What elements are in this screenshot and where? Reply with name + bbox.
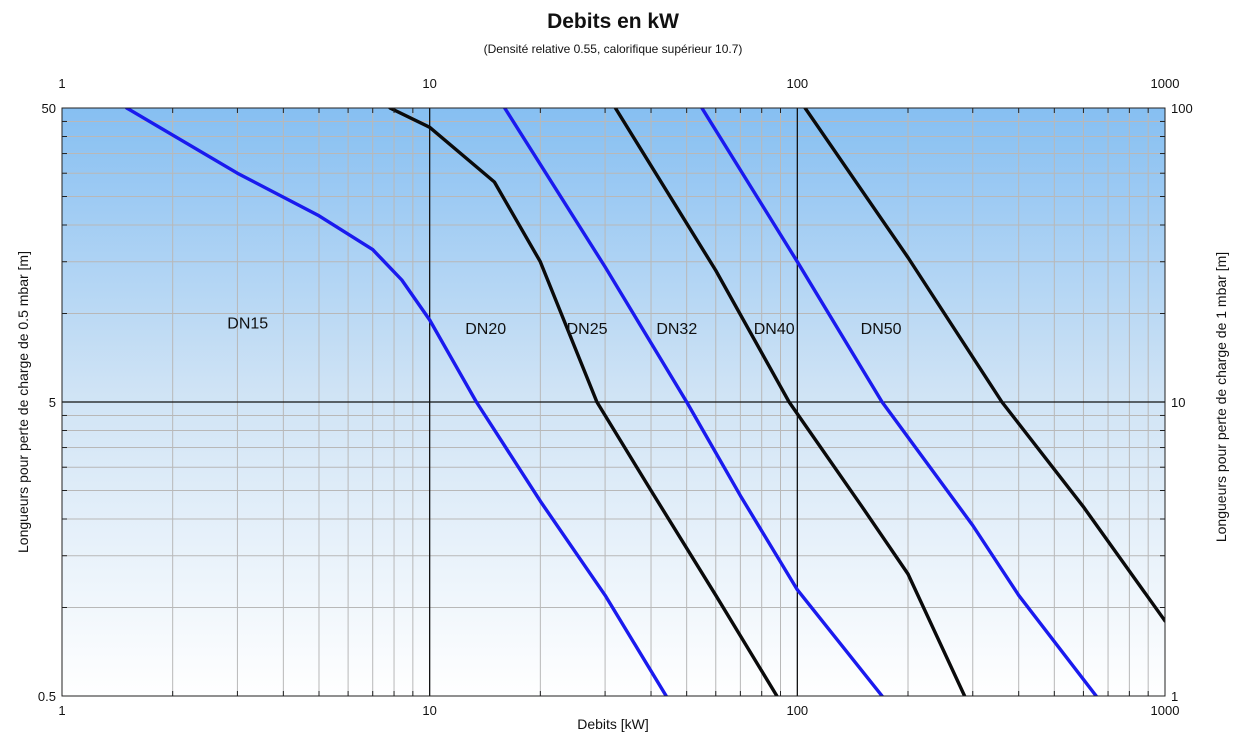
x-tick-label-bottom: 1 (58, 703, 65, 718)
series-layer (124, 108, 1165, 696)
series-label-dn20: DN20 (465, 321, 506, 338)
series-label-dn32: DN32 (656, 321, 697, 338)
x-tick-label-top: 1 (58, 76, 65, 91)
grid-major (62, 108, 1165, 696)
series-label-dn40: DN40 (754, 321, 795, 338)
tick-marks (62, 108, 1165, 696)
y-axis-label-left: Longueurs pour perte de charge de 0.5 mb… (15, 251, 31, 553)
series-line-dn40 (700, 108, 1098, 696)
series-labels: DN15 DN20 DN25 DN32 DN40 DN50 (227, 315, 901, 338)
y-tick-label-right: 100 (1171, 101, 1193, 116)
series-line-dn15 (124, 108, 668, 696)
x-tick-label-top: 100 (786, 76, 808, 91)
y-tick-label-left: 5 (49, 395, 56, 410)
series-line-dn20 (388, 108, 779, 696)
chart-subtitle: (Densité relative 0.55, calorifique supé… (484, 42, 743, 56)
series-line-dn50 (803, 108, 1165, 623)
x-tick-label-top: 10 (422, 76, 436, 91)
x-tick-label-bottom: 10 (422, 703, 436, 718)
y-tick-label-right: 1 (1171, 689, 1178, 704)
y-tick-label-left: 50 (42, 101, 56, 116)
x-tick-label-bottom: 100 (786, 703, 808, 718)
x-tick-label-top: 1000 (1151, 76, 1180, 91)
chart-title: Debits en kW (547, 10, 679, 33)
plot-border (61, 107, 1166, 697)
x-axis-label: Debits [kW] (577, 716, 649, 732)
series-label-dn25: DN25 (567, 321, 608, 338)
y-tick-label-left: 0.5 (38, 689, 56, 704)
series-line-dn32 (613, 108, 967, 696)
series-line-dn25 (503, 108, 884, 696)
series-label-dn15: DN15 (227, 315, 268, 332)
x-tick-label-bottom: 1000 (1151, 703, 1180, 718)
y-tick-label-right: 10 (1171, 395, 1185, 410)
series-label-dn50: DN50 (861, 321, 902, 338)
y-axis-label-right: Longueurs pour perte de charge de 1 mbar… (1213, 252, 1229, 542)
